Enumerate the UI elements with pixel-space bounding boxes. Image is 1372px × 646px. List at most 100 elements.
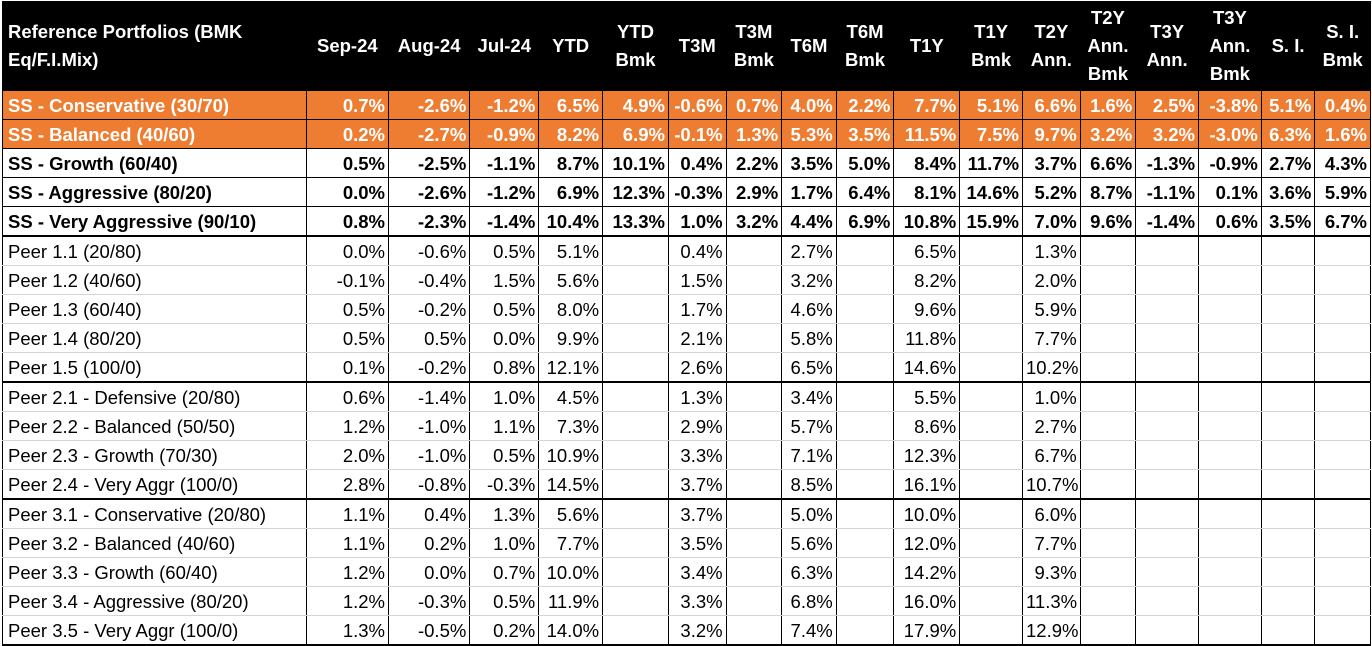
return-value-cell: -1.4%: [1135, 206, 1200, 237]
return-value-cell: 7.7%: [538, 528, 604, 558]
return-value-cell: -0.4%: [387, 265, 471, 295]
return-value-cell: 12.9%: [1022, 615, 1081, 646]
return-value-cell: -0.6%: [387, 235, 471, 266]
column-header: T3M: [667, 1, 727, 91]
return-value-cell: 9.7%: [1022, 119, 1081, 149]
return-value-cell: 0.6%: [1198, 206, 1262, 237]
return-value-cell: [1314, 381, 1371, 412]
return-value-cell: [725, 265, 783, 295]
portfolio-name-cell: Peer 2.4 - Very Aggr (100/0): [2, 469, 307, 500]
portfolio-name-cell: Peer 1.2 (40/60): [2, 265, 307, 295]
portfolio-name-cell: Peer 1.3 (60/40): [2, 294, 307, 324]
portfolio-name-cell: Peer 1.5 (100/0): [2, 352, 307, 383]
return-value-cell: 1.2%: [305, 557, 390, 587]
table-row: SS - Very Aggressive (90/10) 0.8% -2.3% -1.…: [2, 206, 1371, 237]
return-value-cell: [1314, 498, 1371, 529]
return-value-cell: 0.5%: [469, 294, 540, 324]
return-value-cell: [1314, 323, 1371, 353]
return-value-cell: [602, 586, 669, 616]
return-value-cell: -0.2%: [387, 352, 471, 383]
return-value-cell: [835, 557, 895, 587]
column-header: T3Y Ann. Bmk: [1198, 1, 1262, 91]
return-value-cell: -0.6%: [667, 90, 727, 120]
return-value-cell: 14.6%: [959, 177, 1024, 207]
return-value-cell: 8.7%: [1079, 177, 1137, 207]
return-value-cell: [1198, 440, 1262, 470]
return-value-cell: 5.6%: [538, 265, 604, 295]
return-value-cell: 1.2%: [305, 586, 390, 616]
return-value-cell: 1.0%: [469, 381, 540, 412]
table-row: Peer 1.3 (60/40) 0.5% -0.2% 0.5% 8.0% 1.7% 4.6…: [2, 294, 1371, 324]
return-value-cell: 1.1%: [469, 411, 540, 441]
return-value-cell: [1079, 323, 1137, 353]
table-row: Peer 3.5 - Very Aggr (100/0) 1.3% -0.5% 0.2…: [2, 615, 1371, 646]
return-value-cell: [1314, 235, 1371, 266]
return-value-cell: 0.7%: [305, 90, 390, 120]
return-value-cell: 1.3%: [469, 498, 540, 529]
return-value-cell: 14.0%: [538, 615, 604, 646]
return-value-cell: 3.3%: [667, 440, 727, 470]
portfolio-name-cell: Peer 1.4 (80/20): [2, 323, 307, 353]
return-value-cell: [835, 294, 895, 324]
return-value-cell: 13.3%: [602, 206, 669, 237]
return-value-cell: 0.0%: [387, 557, 471, 587]
column-header: Sep-24: [305, 1, 390, 91]
return-value-cell: [725, 381, 783, 412]
return-value-cell: 1.1%: [305, 498, 390, 529]
return-value-cell: [1260, 265, 1316, 295]
return-value-cell: 1.5%: [469, 265, 540, 295]
return-value-cell: [1079, 381, 1137, 412]
table-body: SS - Conservative (30/70) 0.7% -2.6% -1.2% 6…: [2, 90, 1371, 646]
return-value-cell: [959, 498, 1024, 529]
return-value-cell: 11.9%: [538, 586, 604, 616]
column-header: Aug-24: [387, 1, 471, 91]
return-value-cell: 10.0%: [893, 498, 961, 529]
return-value-cell: [602, 352, 669, 383]
return-value-cell: -0.1%: [305, 265, 390, 295]
return-value-cell: 6.7%: [1022, 440, 1081, 470]
return-value-cell: [1135, 235, 1200, 266]
return-value-cell: 12.0%: [893, 528, 961, 558]
return-value-cell: 3.5%: [781, 148, 837, 178]
column-header: T1Y: [893, 1, 961, 91]
return-value-cell: 0.5%: [305, 294, 390, 324]
header-row: Reference Portfolios (BMK Eq/F.I.Mix) Sep…: [2, 1, 1371, 91]
return-value-cell: [1079, 615, 1137, 646]
return-value-cell: [1198, 294, 1262, 324]
return-value-cell: [1198, 381, 1262, 412]
return-value-cell: 10.7%: [1022, 469, 1081, 500]
return-value-cell: [1198, 528, 1262, 558]
table-row: SS - Growth (60/40) 0.5% -2.5% -1.1% 8.7% 10.…: [2, 148, 1371, 178]
return-value-cell: 16.0%: [893, 586, 961, 616]
return-value-cell: [602, 265, 669, 295]
return-value-cell: 9.6%: [893, 294, 961, 324]
column-header: T3M Bmk: [725, 1, 783, 91]
column-header: T6M: [781, 1, 837, 91]
return-value-cell: [1198, 265, 1262, 295]
return-value-cell: 0.8%: [469, 352, 540, 383]
portfolio-name-cell: Peer 3.2 - Balanced (40/60): [2, 528, 307, 558]
return-value-cell: [1314, 411, 1371, 441]
return-value-cell: [959, 381, 1024, 412]
return-value-cell: 7.0%: [1022, 206, 1081, 237]
return-value-cell: 3.3%: [667, 586, 727, 616]
return-value-cell: 5.9%: [1314, 177, 1371, 207]
return-value-cell: [1079, 294, 1137, 324]
table-row: Peer 1.4 (80/20) 0.5% 0.5% 0.0% 9.9% 2.1% 5.8%…: [2, 323, 1371, 353]
table-row: Peer 1.5 (100/0) 0.1% -0.2% 0.8% 12.1% 2.6% 6.…: [2, 352, 1371, 383]
return-value-cell: 1.2%: [305, 411, 390, 441]
return-value-cell: 5.1%: [959, 90, 1024, 120]
return-value-cell: 5.5%: [893, 381, 961, 412]
return-value-cell: 3.7%: [667, 498, 727, 529]
return-value-cell: 1.5%: [667, 265, 727, 295]
return-value-cell: 11.5%: [893, 119, 961, 149]
return-value-cell: [602, 294, 669, 324]
return-value-cell: 5.1%: [1260, 90, 1316, 120]
return-value-cell: 3.7%: [1022, 148, 1081, 178]
return-value-cell: [1260, 440, 1316, 470]
return-value-cell: 6.7%: [1314, 206, 1371, 237]
return-value-cell: [1260, 294, 1316, 324]
return-value-cell: 4.6%: [781, 294, 837, 324]
return-value-cell: 8.0%: [538, 294, 604, 324]
